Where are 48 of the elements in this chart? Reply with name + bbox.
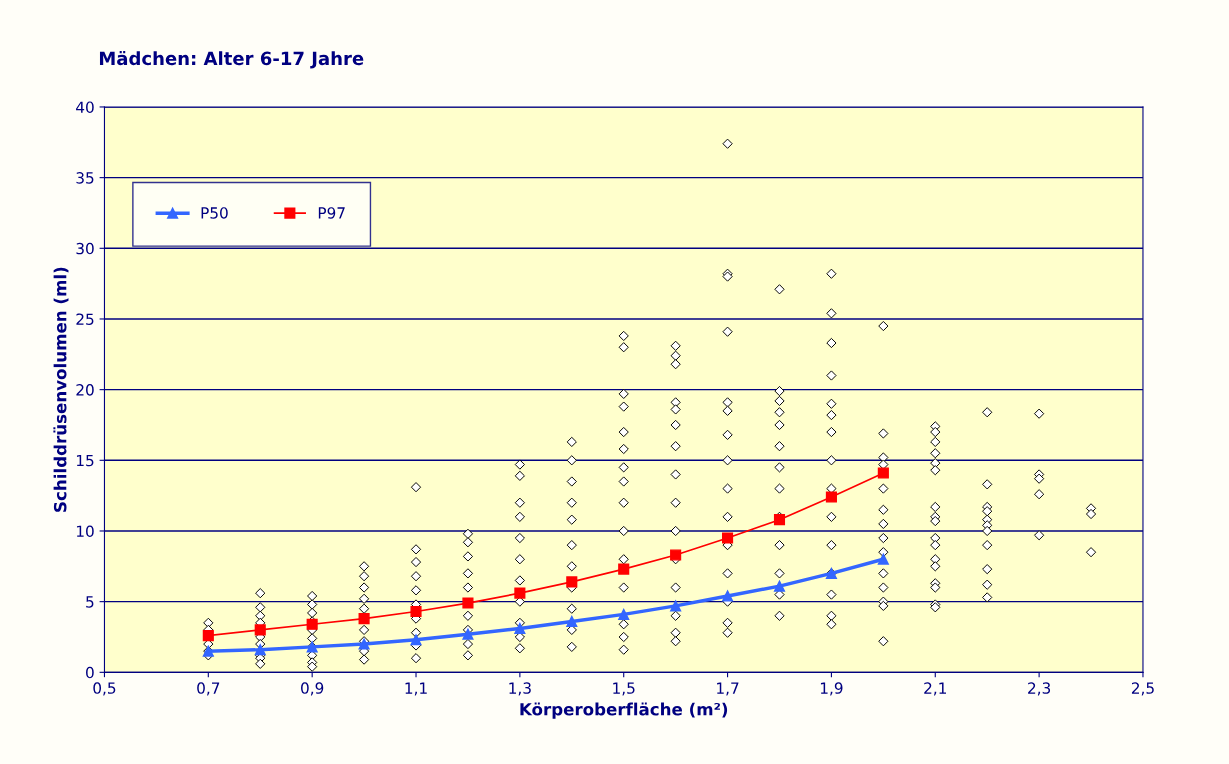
x-tick-label: 2,5 xyxy=(1131,682,1154,696)
point xyxy=(618,563,630,575)
point xyxy=(773,514,786,526)
x-tick-label: 1,9 xyxy=(820,682,843,696)
legend-label: P97 xyxy=(318,207,345,219)
point xyxy=(877,553,889,565)
point xyxy=(514,622,526,635)
point xyxy=(566,615,578,627)
x-axis-title: Körperoberfläche (m²) xyxy=(520,702,728,719)
x-tick-label: 1,7 xyxy=(717,682,739,696)
y-tick-label: 20 xyxy=(76,384,94,396)
point xyxy=(410,634,422,646)
point xyxy=(462,597,474,609)
point xyxy=(202,630,214,642)
y-tick-label: 0 xyxy=(86,666,94,679)
point xyxy=(618,608,630,620)
point xyxy=(670,549,682,561)
x-tick-label: 1,1 xyxy=(405,682,427,696)
legend-label: P50 xyxy=(201,207,228,219)
y-tick-label: 30 xyxy=(76,242,94,255)
x-tick-label: 2,3 xyxy=(1028,682,1051,696)
point xyxy=(254,624,266,636)
y-tick-label: 40 xyxy=(76,101,94,113)
y-tick-label: 15 xyxy=(76,454,94,467)
point xyxy=(566,576,578,588)
point xyxy=(825,491,837,503)
x-tick-label: 0,9 xyxy=(301,682,324,696)
point xyxy=(773,580,786,592)
chart-title: Mädchen: Alter 6-17 Jahre xyxy=(99,50,364,69)
y-tick-label: 25 xyxy=(76,313,94,325)
point xyxy=(670,600,682,612)
x-tick-label: 0,7 xyxy=(197,682,220,696)
point xyxy=(410,605,422,618)
y-tick-label: 10 xyxy=(76,525,94,537)
point xyxy=(514,587,526,599)
point xyxy=(462,628,474,640)
x-tick-label: 1,3 xyxy=(509,682,531,696)
point xyxy=(254,644,266,656)
x-tick-label: 1,5 xyxy=(613,682,635,696)
point xyxy=(722,532,734,544)
point xyxy=(722,590,734,602)
point xyxy=(877,467,889,479)
x-tick-label: 2,1 xyxy=(924,682,947,696)
point xyxy=(358,613,370,625)
y-axis-title: Schilddrüsenvolumen (ml) xyxy=(53,267,69,512)
y-tick-label: 5 xyxy=(86,596,94,608)
x-tick-label: 0,5 xyxy=(93,682,116,696)
y-tick-label: 35 xyxy=(76,172,94,184)
